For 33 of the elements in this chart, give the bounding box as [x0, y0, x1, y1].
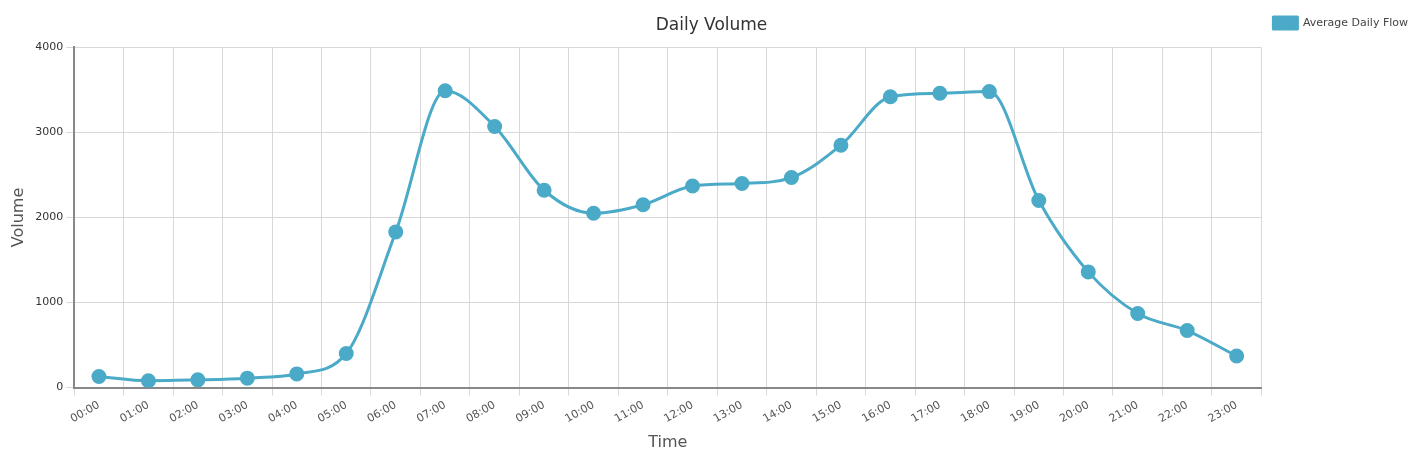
point: [586, 205, 602, 221]
point: [338, 346, 354, 362]
point: [388, 224, 404, 240]
point: [783, 170, 799, 185]
point: [1080, 264, 1096, 280]
y-axis-title: Volume: [7, 187, 27, 248]
y-tick-label: 0: [56, 380, 64, 394]
point: [734, 175, 750, 191]
y-tick-label: 1000: [35, 295, 64, 309]
point: [1229, 348, 1245, 364]
point: [833, 137, 849, 153]
y-tick-label: 4000: [35, 40, 64, 54]
point: [981, 84, 997, 100]
point: [190, 372, 206, 388]
point: [140, 373, 156, 388]
point: [1130, 306, 1146, 322]
point: [685, 178, 701, 194]
point: [289, 366, 305, 382]
y-tick-label: 3000: [35, 125, 64, 139]
y-tick-label: 2000: [35, 210, 64, 224]
legend-label: Average Daily Flow: [1302, 15, 1408, 29]
point: [239, 370, 255, 386]
point: [487, 118, 503, 134]
point: [91, 368, 107, 384]
point: [1031, 192, 1047, 208]
point: [1179, 323, 1195, 339]
point: [437, 83, 453, 99]
point: [536, 182, 552, 198]
x-axis-title: Time: [647, 431, 688, 451]
point: [635, 197, 651, 213]
chart-title: Daily Volume: [655, 13, 768, 34]
point: [882, 89, 898, 105]
point: [932, 85, 948, 101]
